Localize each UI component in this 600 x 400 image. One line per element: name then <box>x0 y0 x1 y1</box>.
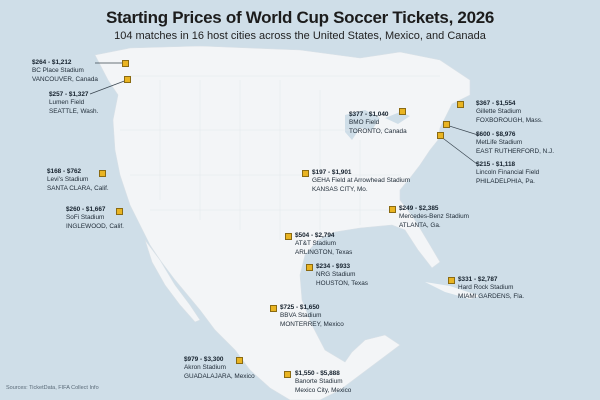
marker-inglewood[interactable] <box>116 208 123 215</box>
label-atlanta: $249 - $2,385 Mercedes-Benz Stadium ATLANT… <box>399 205 469 229</box>
label-east-rutherford: $600 - $8,976 MetLife Stadium EAST RUTHERF… <box>476 131 554 155</box>
label-vancouver: $264 - $1,212 BC Place Stadium VANCOUVER, … <box>32 59 98 83</box>
marker-kansas-city[interactable] <box>302 170 309 177</box>
source-note: Sources: TicketData, FIFA Collect Info <box>6 385 99 391</box>
label-guadalajara: $979 - $3,300 Akron Stadium GUADALAJARA, M… <box>184 356 255 380</box>
marker-seattle[interactable] <box>124 76 131 83</box>
land-baja <box>144 239 201 323</box>
label-monterrey: $725 - $1,650 BBVA Stadium MONTERREY, Mexi… <box>280 304 344 328</box>
label-toronto: $377 - $1,040 BMO Field TORONTO, Canada <box>349 111 407 135</box>
marker-mexico-city[interactable] <box>284 371 291 378</box>
marker-santa-clara[interactable] <box>99 170 106 177</box>
land-north-america <box>94 45 471 400</box>
marker-philadelphia[interactable] <box>437 132 444 139</box>
label-houston: $234 - $933 NRG Stadium HOUSTON, Texas <box>316 263 368 287</box>
land-cuba <box>425 282 480 299</box>
marker-atlanta[interactable] <box>389 206 396 213</box>
marker-houston[interactable] <box>306 264 313 271</box>
label-philadelphia: $215 - $1,118 Lincoln Financial Field PHIL… <box>476 161 540 185</box>
great-lakes <box>345 110 410 140</box>
label-mexico-city: $1,550 - $5,888 Banorte Stadium Mexico Cit… <box>295 370 352 394</box>
marker-vancouver[interactable] <box>122 60 129 67</box>
marker-foxborough[interactable] <box>457 101 464 108</box>
label-santa-clara: $168 - $762 Levi's Stadium SANTA CLARA, Ca… <box>47 168 109 192</box>
marker-monterrey[interactable] <box>270 305 277 312</box>
marker-miami[interactable] <box>448 277 455 284</box>
label-kansas-city: $197 - $1,901 GEHA Field at Arrowhead Sta… <box>312 169 411 193</box>
marker-guadalajara[interactable] <box>236 357 243 364</box>
marker-east-rutherford[interactable] <box>443 121 450 128</box>
marker-arlington[interactable] <box>285 233 292 240</box>
label-foxborough: $367 - $1,554 Gillette Stadium FOXBOROUGH,… <box>476 100 543 124</box>
map-subtitle: 104 matches in 16 host cities across the… <box>114 30 486 42</box>
label-seattle: $257 - $1,327 Lumen Field SEATTLE, Wash. <box>49 91 99 115</box>
label-inglewood: $260 - $1,667 SoFi Stadium INGLEWOOD, Cali… <box>66 206 124 230</box>
map-title: Starting Prices of World Cup Soccer Tick… <box>105 8 495 27</box>
marker-toronto[interactable] <box>399 108 406 115</box>
label-arlington: $504 - $2,794 AT&T Stadium ARLINGTON, Texa… <box>295 232 353 256</box>
label-miami: $331 - $2,787 Hard Rock Stadium MIAMI GARD… <box>458 276 525 300</box>
